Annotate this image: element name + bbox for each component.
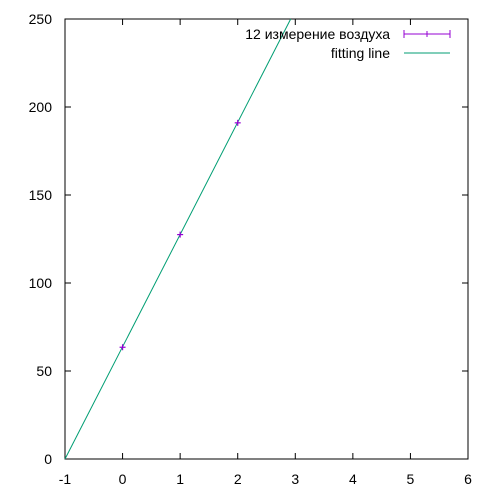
y-tick-label: 100 [29,275,53,291]
legend-label-fitting-line: fitting line [331,45,390,61]
x-tick-label: 3 [291,471,299,487]
legend-label-measurement: 12 измерение воздуха [245,26,390,42]
x-tick-label: 1 [176,471,184,487]
plot-frame [64,18,469,460]
y-tick-label: 250 [29,11,53,27]
measurement-points-group [119,119,241,351]
x-tick-label: 5 [407,471,415,487]
legend-sample-measurement [403,30,451,38]
x-tick-label: 6 [464,471,472,487]
y-tick-label: 200 [29,99,53,115]
data-point [177,231,184,238]
x-tick-label: 0 [119,471,127,487]
x-tick-label: 4 [349,471,357,487]
fitting-line [64,18,292,460]
x-tick-label: 2 [234,471,242,487]
x-tick-label: -1 [59,471,72,487]
legend: 12 измерение воздуха fitting line [245,26,451,61]
y-tick-label: 50 [36,363,52,379]
y-tick-label: 0 [44,451,52,467]
data-point [119,344,126,351]
y-tick-label: 150 [29,187,53,203]
fitting-line-group [64,18,292,460]
data-point [234,119,241,126]
axis-ticks [64,18,469,460]
axis-tick-labels: -1 0 1 2 3 4 5 6 0 50 100 150 200 250 [29,11,472,487]
